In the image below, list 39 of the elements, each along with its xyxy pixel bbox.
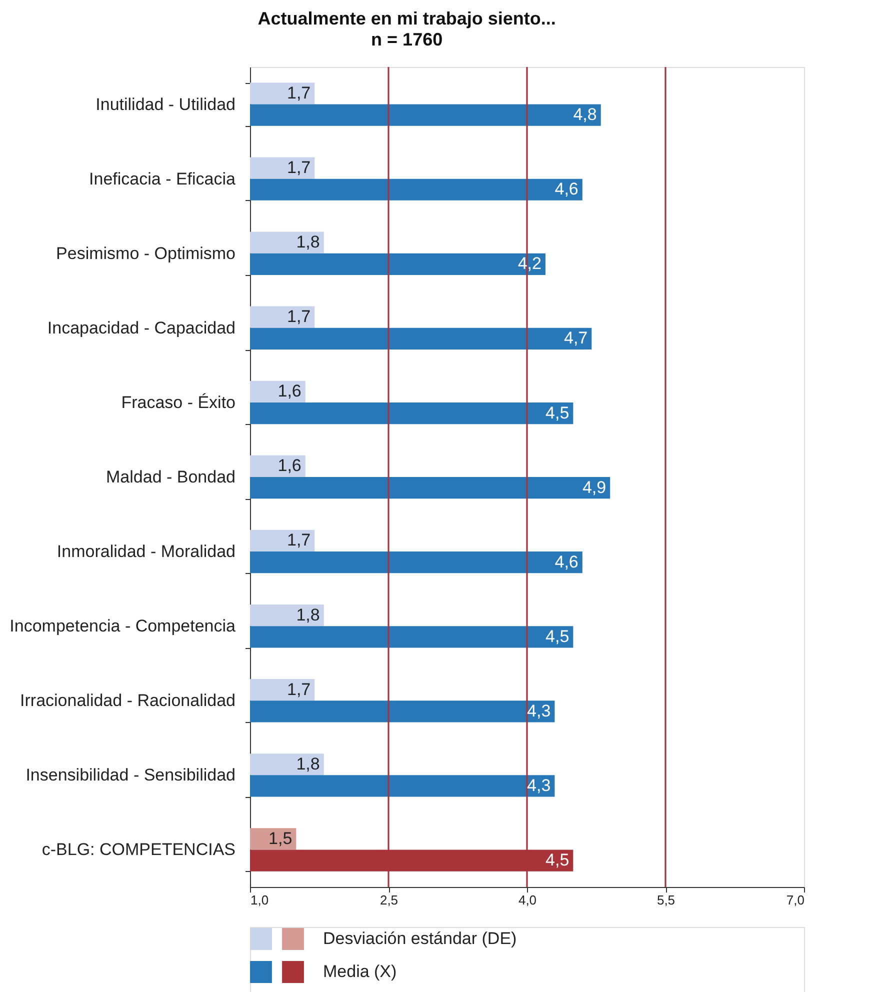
data-label: 1,8: [296, 605, 320, 624]
y-tick-label: Pesimismo - Optimismo: [56, 244, 236, 263]
data-label: 1,8: [296, 232, 320, 252]
y-tick-label: c-BLG: COMPETENCIAS: [42, 840, 236, 860]
data-label: 1,5: [268, 828, 292, 848]
chart-title: Actualmente en mi trabajo siento...: [258, 8, 556, 28]
x-tick-label: 7,0: [786, 892, 804, 908]
x-tick-label: 1,0: [250, 892, 269, 908]
data-label: 1,7: [286, 530, 311, 550]
data-label: 4,5: [546, 403, 570, 422]
data-label: 4,8: [573, 105, 597, 124]
data-label: 4,6: [554, 552, 578, 572]
x-tick-label: 2,5: [380, 892, 398, 908]
x-tick-label: 4,0: [518, 892, 537, 908]
y-tick-label: Ineficacia - Eficacia: [89, 169, 236, 188]
y-tick-label: Inmoralidad - Moralidad: [56, 542, 236, 562]
data-label: 4,6: [554, 180, 578, 199]
y-tick-label: Irracionalidad - Racionalidad: [20, 691, 236, 710]
chart-subtitle: n = 1760: [371, 30, 443, 50]
data-label: 1,7: [286, 158, 311, 178]
data-label: 1,6: [278, 382, 302, 401]
data-label: 1,7: [286, 307, 311, 326]
y-tick-label: Maldad - Bondad: [106, 468, 236, 486]
x-tick-label: 5,5: [656, 892, 676, 908]
data-label: 1,7: [286, 83, 311, 102]
y-tick-label: Insensibilidad - Sensibilidad: [26, 766, 236, 785]
data-label: 4,5: [546, 626, 570, 646]
legend-label: Media (X): [323, 962, 397, 981]
y-tick-label: Incompetencia - Competencia: [10, 616, 236, 636]
data-label: 1,8: [296, 754, 320, 774]
data-label: 4,9: [582, 478, 606, 497]
y-tick-label: Fracaso - Éxito: [121, 392, 236, 412]
data-label: 4,7: [564, 328, 588, 348]
data-label: 4,5: [546, 850, 570, 870]
data-label: 1,7: [286, 680, 311, 699]
legend-label: Desviación estándar (DE): [323, 929, 517, 948]
data-label: 1,6: [278, 456, 302, 476]
y-tick-label: Incapacidad - Capacidad: [47, 318, 236, 338]
y-tick-label: Inutilidad - Utilidad: [96, 94, 236, 114]
